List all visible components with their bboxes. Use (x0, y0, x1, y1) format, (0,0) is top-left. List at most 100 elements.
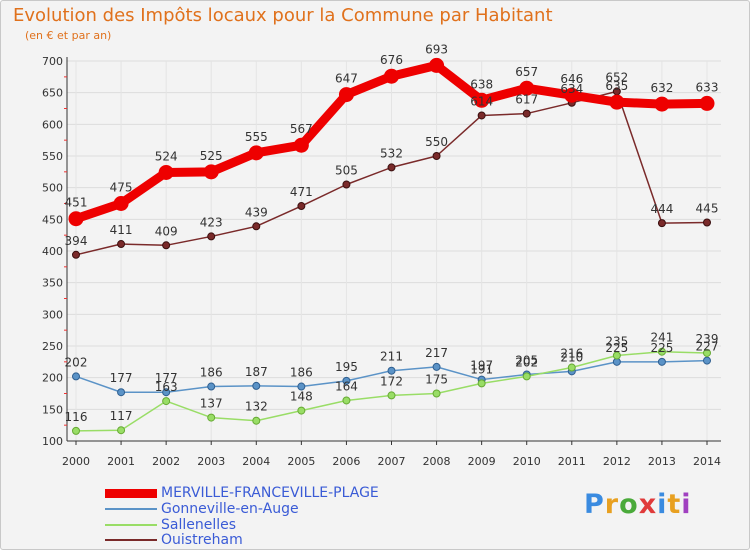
x-tick-label: 2004 (242, 455, 270, 468)
x-tick-label: 2008 (423, 455, 451, 468)
x-tick-label: 2006 (332, 455, 360, 468)
data-label-merville: 638 (470, 77, 493, 91)
data-point-ouistreham (432, 152, 441, 160)
data-point-gonneville (297, 382, 306, 391)
data-point-gonneville (432, 362, 441, 371)
data-point-merville (519, 80, 535, 96)
data-label-gonneville: 177 (110, 371, 133, 385)
data-label-gonneville: 202 (65, 355, 88, 369)
data-point-merville (248, 145, 264, 161)
x-tick-label: 2007 (378, 455, 406, 468)
legend-item-ouistreham: Ouistreham (105, 532, 243, 548)
data-point-sallenelles (252, 416, 261, 425)
data-label-gonneville: 186 (290, 366, 313, 380)
logo-letter: P (584, 489, 605, 520)
data-label-sallenelles: 216 (560, 347, 583, 361)
data-label-gonneville: 186 (200, 366, 223, 380)
legend-item-sallenelles: Sallenelles (105, 517, 236, 533)
legend-swatch-sallenelles (105, 524, 157, 526)
data-point-ouistreham (297, 202, 306, 211)
y-tick-label: 700 (42, 55, 63, 68)
data-label-gonneville: 195 (335, 360, 358, 374)
x-tick-label: 2009 (468, 455, 496, 468)
data-label-sallenelles: 132 (245, 400, 268, 414)
y-tick-label: 200 (42, 372, 63, 385)
data-point-sallenelles (207, 413, 216, 422)
data-point-merville (384, 68, 399, 84)
data-point-merville (609, 94, 625, 110)
data-label-sallenelles: 117 (110, 409, 133, 423)
data-point-merville (564, 87, 580, 103)
proxiti-logo: Proxiti (584, 489, 692, 520)
x-tick-label: 2012 (603, 455, 631, 468)
data-label-merville: 633 (696, 80, 719, 94)
data-point-merville (429, 57, 445, 73)
data-label-sallenelles: 148 (290, 390, 313, 404)
x-tick-label: 2002 (152, 455, 180, 468)
data-point-ouistreham (387, 163, 396, 172)
data-label-ouistreham: 394 (65, 234, 88, 248)
data-point-gonneville (703, 356, 711, 365)
data-label-merville: 657 (515, 65, 538, 79)
data-label-sallenelles: 137 (200, 397, 223, 411)
data-label-gonneville: 210 (560, 350, 583, 364)
data-label-sallenelles: 164 (335, 379, 358, 393)
y-tick-label: 350 (42, 277, 63, 290)
data-label-gonneville: 187 (245, 365, 268, 379)
data-point-merville (113, 196, 129, 211)
data-point-ouistreham (657, 219, 666, 228)
chart-title: Evolution des Impôts locaux pour la Comm… (13, 5, 553, 26)
data-point-sallenelles (162, 397, 171, 406)
data-point-sallenelles (342, 396, 351, 405)
data-point-gonneville (252, 381, 261, 390)
data-point-gonneville (387, 366, 396, 375)
data-point-sallenelles (612, 351, 621, 360)
data-label-ouistreham: 550 (425, 135, 448, 149)
legend-swatch-merville (105, 488, 157, 498)
data-point-ouistreham (117, 240, 126, 249)
x-tick-label: 2013 (648, 455, 676, 468)
legend-swatch-ouistreham (105, 539, 157, 541)
data-label-ouistreham: 409 (155, 224, 178, 238)
data-label-merville: 525 (200, 149, 223, 163)
data-label-ouistreham: 634 (560, 82, 583, 96)
y-tick-label: 550 (42, 150, 63, 163)
data-point-sallenelles (432, 389, 441, 398)
data-point-sallenelles (72, 426, 80, 435)
logo-letter: o (619, 489, 639, 520)
data-label-merville: 567 (290, 122, 313, 136)
x-tick-label: 2003 (197, 455, 225, 468)
x-tick-label: 2001 (107, 455, 135, 468)
data-label-ouistreham: 617 (515, 93, 538, 107)
data-point-gonneville (117, 388, 126, 397)
data-point-gonneville (72, 372, 80, 381)
data-label-sallenelles: 163 (155, 380, 178, 394)
data-label-gonneville: 205 (515, 354, 538, 368)
x-tick-label: 2000 (62, 455, 90, 468)
data-point-ouistreham (252, 222, 261, 231)
data-label-merville: 632 (650, 81, 673, 95)
x-tick-label: 2010 (513, 455, 541, 468)
y-tick-label: 650 (42, 87, 63, 100)
data-label-ouistreham: 471 (290, 185, 313, 199)
data-label-ouistreham: 445 (696, 202, 719, 216)
logo-letter: i (657, 489, 668, 520)
data-label-sallenelles: 202 (515, 355, 538, 369)
legend-label-gonneville: Gonneville-en-Auge (161, 501, 299, 517)
data-label-ouistreham: 532 (380, 146, 403, 160)
data-point-merville (654, 96, 670, 112)
data-point-gonneville (342, 376, 351, 385)
data-label-gonneville: 197 (470, 359, 493, 373)
data-label-ouistreham: 444 (650, 202, 673, 216)
logo-letter: x (638, 489, 658, 520)
data-point-merville (293, 137, 309, 153)
logo-letter: i (681, 489, 692, 520)
data-label-merville: 451 (65, 196, 88, 210)
legend-label-ouistreham: Ouistreham (161, 532, 243, 548)
y-tick-label: 400 (42, 245, 63, 258)
x-tick-label: 2014 (693, 455, 721, 468)
y-tick-label: 150 (42, 403, 63, 416)
data-point-sallenelles (522, 372, 531, 381)
data-label-ouistreham: 614 (470, 94, 493, 108)
